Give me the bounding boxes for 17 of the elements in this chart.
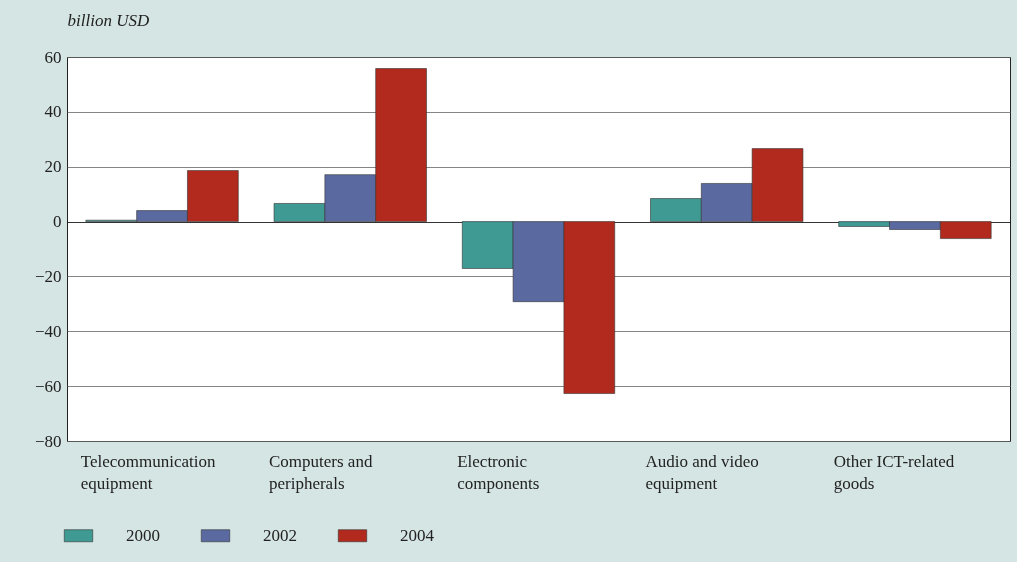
- x-tick-label: Computers and peripherals: [268, 451, 373, 493]
- y-axis-title: billion USD: [67, 10, 150, 30]
- legend-label: 2004: [400, 525, 435, 545]
- legend-label: 2000: [126, 525, 160, 545]
- x-tick-label: Other ICT-related goods: [833, 451, 955, 493]
- y-tick-label: 60: [44, 47, 62, 67]
- y-tick-label: 0: [53, 212, 62, 232]
- x-tick-label: Telecommunication equipment: [80, 451, 217, 493]
- y-tick-label: 20: [44, 157, 62, 177]
- y-tick-label: −20: [34, 266, 62, 286]
- y-tick-label: −80: [34, 431, 62, 451]
- x-tick-label: Audio and video equipment: [645, 451, 759, 493]
- y-tick-label: 40: [44, 102, 62, 122]
- legend-label: 2002: [263, 525, 297, 545]
- y-tick-label: −60: [34, 376, 62, 396]
- y-tick-label: −40: [34, 321, 62, 341]
- x-tick-label: Electronic components: [457, 451, 540, 493]
